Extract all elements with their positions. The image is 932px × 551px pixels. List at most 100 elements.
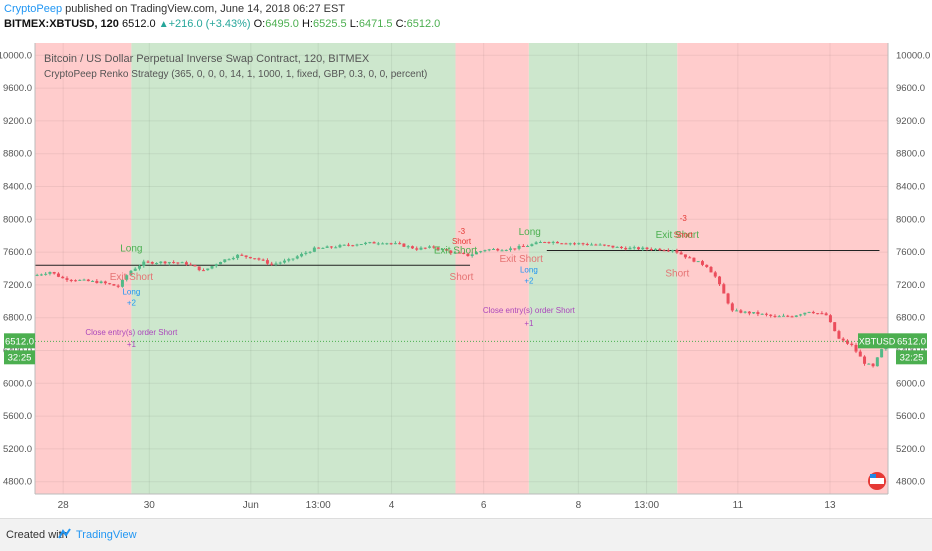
last-price-tag-right [896, 333, 927, 349]
candle-body [82, 279, 86, 281]
candle-body [526, 246, 530, 248]
candle-body [850, 343, 854, 345]
candle-body [867, 363, 871, 365]
indicator-title: CryptoPeep Renko Strategy (365, 0, 0, 0,… [44, 69, 427, 80]
y-tick-label-left: 5200.0 [3, 444, 32, 455]
candle-body [577, 243, 581, 245]
candle-body [816, 313, 820, 315]
candle-body [453, 252, 457, 254]
trade-marker-label: +2 [127, 298, 137, 307]
candle-body [722, 284, 726, 294]
countdown-tag-left [4, 350, 35, 365]
candle-body [739, 310, 743, 313]
y-tick-label-left: 9600.0 [3, 83, 32, 94]
trade-marker-label: Exit Short [434, 246, 478, 257]
candle-body [172, 262, 176, 264]
symbol-tag [858, 333, 896, 349]
candle-body [120, 279, 124, 287]
flag-icon [868, 472, 886, 490]
y-tick-label-right: 7200.0 [896, 280, 925, 291]
candle-body [713, 272, 717, 277]
candle-body [44, 273, 48, 275]
candle-body [419, 247, 423, 250]
candle-body [487, 249, 491, 251]
last-price-text-left: 6512.0 [5, 336, 34, 347]
y-tick-label-right: 6000.0 [896, 378, 925, 389]
candle-body [436, 247, 440, 250]
candle-body [880, 349, 884, 358]
trade-marker-label: Close entry(s) order Short [483, 306, 576, 315]
y-tick-label-left: 6800.0 [3, 313, 32, 324]
trade-marker-label: Exit Short [656, 230, 700, 241]
candle-body [133, 268, 137, 271]
close-label: C: [395, 18, 407, 30]
candle-body [159, 261, 163, 264]
high-value: 6525.5 [312, 18, 347, 30]
last-price-text-right: 6512.0 [897, 336, 926, 347]
candle-body [794, 315, 798, 317]
tradingview-link[interactable]: TradingView [76, 529, 137, 541]
y-tick-label-left: 7200.0 [3, 280, 32, 291]
candle-body [705, 264, 709, 267]
price-change: +216.0 (+3.43%) [168, 18, 251, 30]
x-tick-label: Jun [243, 500, 259, 511]
candle-body [449, 250, 453, 254]
candle-body [491, 248, 495, 250]
candle-body [359, 244, 363, 246]
x-tick-label: 13:00 [634, 500, 659, 511]
countdown-text-right: 32:25 [900, 352, 924, 363]
candle-body [828, 315, 832, 323]
candle-body [48, 271, 52, 274]
candle-body [675, 250, 679, 253]
candle-body [457, 252, 461, 254]
candle-body [214, 264, 218, 267]
candle-body [137, 265, 141, 269]
candle-body [61, 276, 65, 279]
candle-body [858, 351, 862, 357]
candle-body [735, 310, 739, 312]
y-tick-label-left: 7600.0 [3, 247, 32, 258]
trade-marker-label: Short [665, 269, 689, 280]
candle-body [415, 248, 419, 250]
published-text: published on TradingView.com, June 14, 2… [65, 3, 346, 15]
candle-body [103, 281, 107, 284]
candle-body [236, 254, 240, 259]
candle-body [607, 245, 611, 247]
candle-body [329, 246, 333, 248]
trade-marker-label: Exit Short [110, 272, 154, 283]
candle-body [300, 253, 304, 257]
candle-body [39, 274, 43, 276]
candle-body [854, 344, 858, 352]
candle-body [837, 331, 841, 339]
candle-body [517, 245, 521, 249]
candle-body [317, 247, 321, 249]
candle-body [398, 243, 402, 245]
y-tick-label-right: 9600.0 [896, 83, 925, 94]
candle-body [538, 242, 542, 244]
candle-body [598, 244, 602, 246]
candle-body [308, 251, 312, 253]
candle-body [65, 278, 69, 280]
candle-body [155, 263, 159, 265]
trade-marker-label: Short [450, 272, 474, 283]
high-label: H: [301, 18, 313, 30]
candle-body [108, 283, 112, 285]
candle-body [440, 249, 444, 251]
candle-body [709, 266, 713, 273]
candle-body [257, 258, 261, 260]
candle-body [747, 311, 751, 314]
candle-body [146, 261, 150, 263]
candle-body [376, 243, 380, 245]
y-tick-label-left: 8800.0 [3, 149, 32, 160]
candle-body [56, 273, 60, 277]
author-link[interactable]: CryptoPeep [4, 3, 63, 15]
candle-body [649, 249, 653, 251]
candle-body [841, 338, 845, 341]
strategy-region [455, 43, 529, 494]
chart-title: Bitcoin / US Dollar Perpetual Inverse Sw… [44, 53, 370, 65]
candle-body [658, 248, 662, 251]
y-tick-label-right: 8800.0 [896, 149, 925, 160]
trade-marker-label: -3 [458, 227, 466, 236]
publish-line: CryptoPeep published on TradingView.com,… [4, 3, 345, 15]
